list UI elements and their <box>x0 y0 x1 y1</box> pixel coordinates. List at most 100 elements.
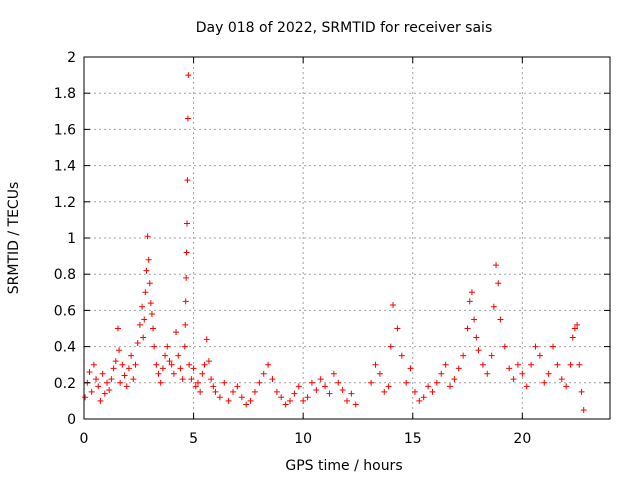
data-point <box>99 370 106 377</box>
data-point <box>243 401 250 408</box>
data-point <box>484 370 491 377</box>
data-point <box>260 370 267 377</box>
data-point <box>563 383 570 390</box>
data-points <box>82 72 587 413</box>
data-point <box>183 274 190 281</box>
data-point <box>173 329 180 336</box>
data-point <box>121 372 128 379</box>
data-point <box>145 256 152 263</box>
data-point <box>394 325 401 332</box>
data-point <box>532 343 539 350</box>
data-point <box>183 249 190 256</box>
data-point <box>194 379 201 386</box>
chart-title: Day 018 of 2022, SRMTID for receiver sai… <box>196 20 492 36</box>
data-point <box>197 388 204 395</box>
data-point <box>376 370 383 377</box>
data-point <box>186 361 193 368</box>
data-point <box>438 370 445 377</box>
data-point <box>251 388 258 395</box>
data-point <box>159 365 166 372</box>
data-point <box>501 343 508 350</box>
x-tick-label: 5 <box>189 431 198 447</box>
data-point <box>574 321 581 328</box>
data-point <box>335 379 342 386</box>
data-point <box>471 316 478 323</box>
data-point <box>201 361 208 368</box>
data-point <box>205 358 212 365</box>
data-point <box>493 262 500 269</box>
data-point <box>153 361 160 368</box>
data-point <box>468 289 475 296</box>
data-point <box>230 388 237 395</box>
data-point <box>90 361 97 368</box>
data-point <box>141 316 148 323</box>
data-point <box>523 383 530 390</box>
data-point <box>93 376 100 383</box>
data-point <box>451 376 458 383</box>
data-point <box>429 388 436 395</box>
data-point <box>144 233 151 240</box>
y-tick-label: 0.2 <box>54 376 76 392</box>
data-point <box>390 301 397 308</box>
data-point <box>420 394 427 401</box>
data-point <box>88 388 95 395</box>
data-point <box>148 311 155 318</box>
data-point <box>143 267 150 274</box>
data-point <box>372 361 379 368</box>
data-point <box>282 401 289 408</box>
data-point <box>519 370 526 377</box>
data-point <box>175 352 182 359</box>
data-point <box>265 361 272 368</box>
data-point <box>168 361 175 368</box>
data-point <box>170 370 177 377</box>
data-point <box>339 387 346 394</box>
data-point <box>238 394 245 401</box>
data-point <box>541 379 548 386</box>
data-point <box>475 347 482 354</box>
data-point <box>112 358 119 365</box>
data-point <box>125 365 132 372</box>
data-point <box>188 376 195 383</box>
data-point <box>101 390 108 397</box>
data-point <box>97 397 104 404</box>
data-point <box>550 343 557 350</box>
data-point <box>166 358 173 365</box>
y-tick-label: 1.4 <box>54 159 76 175</box>
data-point <box>460 352 467 359</box>
data-point <box>179 376 186 383</box>
data-point <box>177 365 184 372</box>
x-axis-label: GPS time / hours <box>285 458 402 474</box>
data-point <box>234 383 241 390</box>
data-point <box>106 387 113 394</box>
data-point <box>510 376 517 383</box>
data-point <box>132 361 139 368</box>
data-point <box>247 397 254 404</box>
data-point <box>569 334 576 341</box>
data-point <box>278 394 285 401</box>
data-point <box>473 334 480 341</box>
data-point <box>119 361 126 368</box>
data-point <box>182 298 189 305</box>
data-point <box>140 334 147 341</box>
data-point <box>326 390 333 397</box>
data-point <box>416 397 423 404</box>
data-point <box>225 397 232 404</box>
data-point <box>497 316 504 323</box>
y-tick-label: 0.8 <box>54 267 76 283</box>
data-point <box>210 383 217 390</box>
data-point <box>385 383 392 390</box>
data-point <box>256 379 263 386</box>
y-tick-label: 0.4 <box>54 340 76 356</box>
data-point <box>576 361 583 368</box>
data-point <box>181 343 188 350</box>
data-point <box>269 376 276 383</box>
data-point <box>348 390 355 397</box>
data-point <box>545 370 552 377</box>
y-tick-label: 1.8 <box>54 86 76 102</box>
data-point <box>110 365 117 372</box>
data-point <box>447 383 454 390</box>
data-point <box>192 383 199 390</box>
data-point <box>455 365 462 372</box>
data-point <box>291 390 298 397</box>
data-point <box>433 379 440 386</box>
